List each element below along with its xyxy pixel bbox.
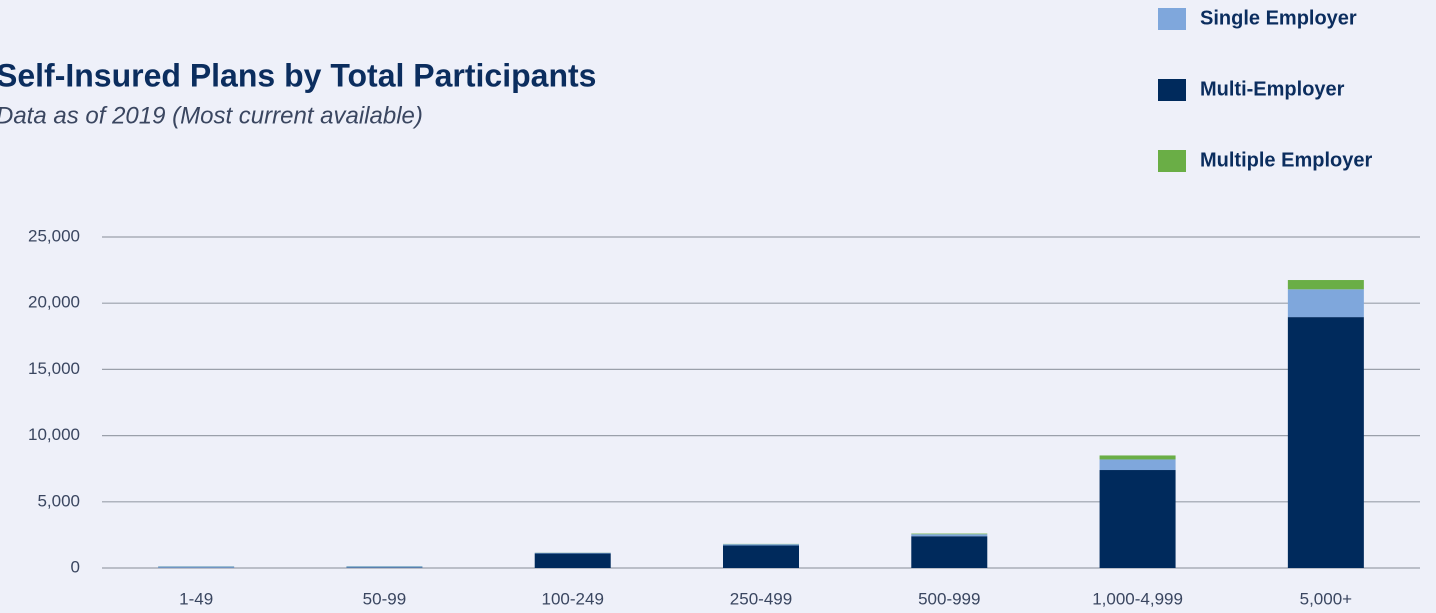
bar-segment — [1287, 317, 1364, 568]
bar-segment — [158, 566, 235, 568]
x-tick-label: 250-499 — [730, 589, 792, 608]
chart-subtitle: Data as of 2019 (Most current available) — [0, 102, 423, 129]
y-tick-label: 5,000 — [37, 491, 80, 510]
bar-segment — [723, 545, 799, 568]
legend-label: Multi-Employer — [1200, 78, 1345, 100]
legend-swatch — [1158, 150, 1186, 172]
bar-segment — [534, 553, 611, 568]
x-tick-label: 50-99 — [363, 589, 406, 608]
bar-segment — [911, 533, 988, 535]
y-tick-label: 20,000 — [28, 293, 80, 312]
x-tick-label: 1-49 — [179, 589, 213, 608]
y-tick-label: 15,000 — [28, 359, 80, 378]
y-tick-label: 25,000 — [28, 226, 80, 245]
x-tick-label: 5,000+ — [1300, 589, 1353, 608]
bar-segment — [346, 566, 423, 568]
bar-segment — [534, 552, 611, 554]
bar-segment — [1099, 455, 1176, 460]
bar-segment — [1099, 459, 1176, 471]
legend-swatch — [1158, 8, 1186, 30]
legend-swatch — [1158, 79, 1186, 101]
bar-segment — [1287, 289, 1364, 318]
legend-label: Single Employer — [1200, 7, 1357, 29]
x-tick-label: 1,000-4,999 — [1092, 589, 1183, 608]
chart-title: Self-Insured Plans by Total Participants — [0, 57, 596, 93]
bar-segment — [1099, 470, 1176, 568]
y-tick-label: 10,000 — [28, 425, 80, 444]
bar-segment — [723, 544, 799, 546]
bar-segment — [911, 536, 988, 568]
y-tick-label: 0 — [71, 557, 80, 576]
x-tick-label: 500-999 — [918, 589, 980, 608]
bar-segment — [1287, 280, 1364, 290]
bar-segment — [911, 534, 988, 537]
x-tick-label: 100-249 — [542, 589, 604, 608]
legend-label: Multiple Employer — [1200, 149, 1372, 171]
